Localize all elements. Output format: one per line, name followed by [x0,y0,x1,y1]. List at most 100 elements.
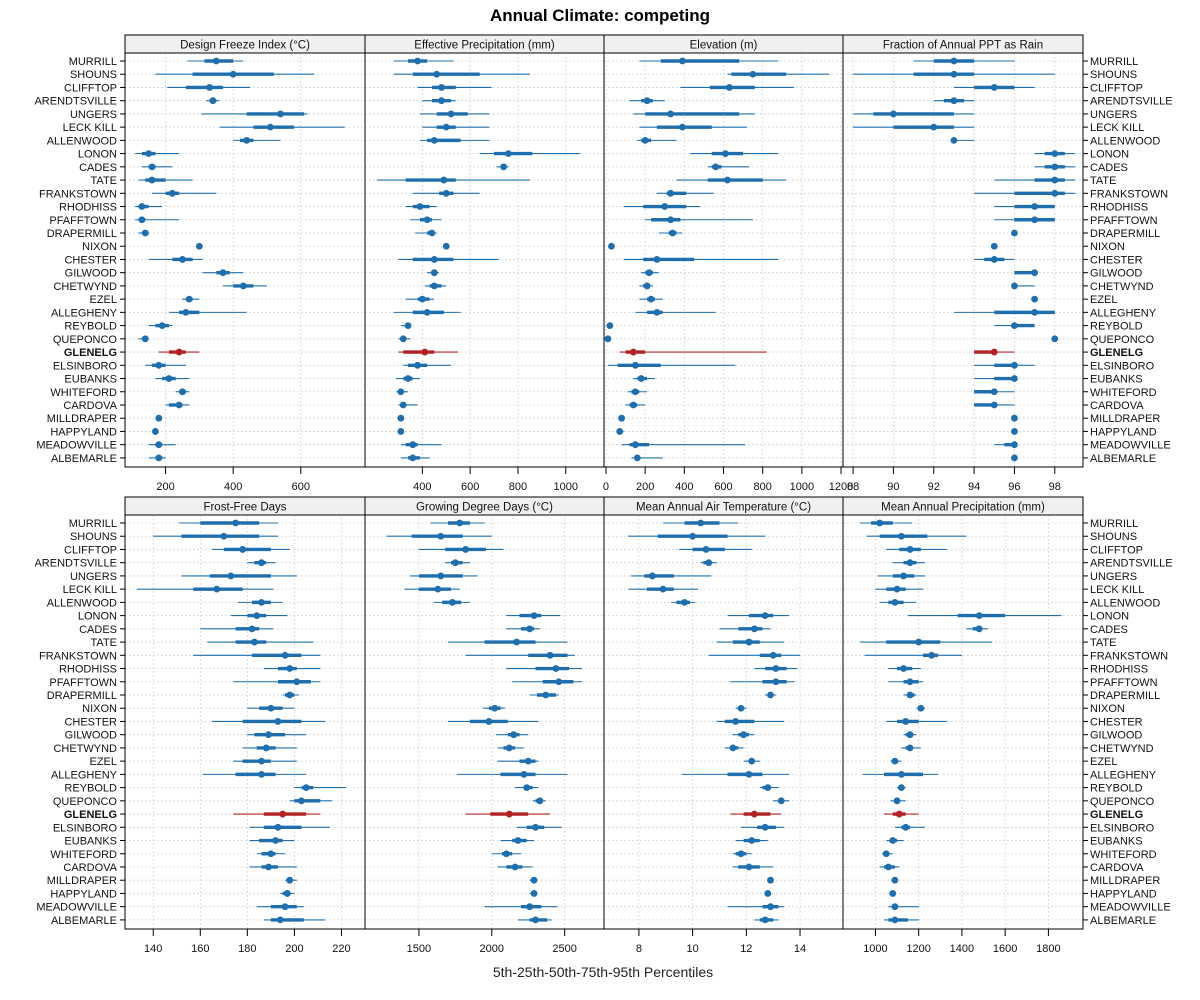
site-label-right: LONON [1090,149,1129,161]
median-point [772,678,780,686]
median-point [179,256,186,263]
median-point [1031,308,1038,316]
site-label-right: EZEL [1090,756,1118,768]
x-tick-label: 1800 [1036,943,1060,955]
median-point [511,863,519,871]
median-point [416,203,424,210]
median-point [990,388,998,396]
site-label-left: CARDOVA [63,862,117,874]
median-point [950,70,958,78]
site-label-right: CARDOVA [1090,862,1144,874]
median-point [404,322,412,329]
median-point [906,546,914,553]
median-point [1011,229,1018,237]
median-point [175,348,183,356]
median-point [769,651,777,659]
site-label-right: FRANKSTOWN [1090,188,1168,200]
site-label-right: REYBOLD [1090,783,1143,795]
chart-title: Annual Climate: competing [490,6,710,25]
median-point [155,361,163,369]
median-point [893,585,901,593]
median-point [1051,176,1059,184]
x-tick-label: 180 [238,943,256,955]
median-point [737,850,745,858]
median-point [451,559,459,567]
median-point [438,84,445,91]
median-point [764,890,772,897]
site-label-right: TATE [1090,175,1116,187]
median-point [526,903,534,911]
site-label-right: NIXON [1090,241,1125,253]
site-label-left: REYBOLD [64,321,117,333]
panel-3: Fraction of Annual PPT as Rain 88 90 92 94 96… [842,34,1084,493]
median-point [286,665,294,672]
median-point [667,216,675,224]
median-point [631,441,639,449]
site-label-right: SHOUNS [1090,69,1137,81]
median-point [542,691,550,699]
site-label-right: ARENDTSVILLE [1090,96,1173,108]
panel-2: Elevation (m) 0 200 400 600 800 1000 1200 [603,34,853,493]
site-label-right: CLIFFTOP [1090,544,1143,556]
site-label-left: ELSINBORO [53,822,118,834]
site-label-left: CARDOVA [63,400,117,412]
site-label-right: RHODHISS [1090,202,1148,214]
median-point [1031,269,1038,277]
site-label-right: ALLEGHENY [1090,769,1157,781]
median-point [661,203,669,210]
median-point [1051,150,1059,158]
median-point [145,150,153,158]
site-label-right: TATE [1090,637,1116,649]
median-point [532,823,539,831]
median-point [239,546,247,553]
median-point [253,612,261,620]
site-label-left: CHESTER [64,254,117,266]
site-label-left: CLIFFTOP [64,544,117,556]
median-point [643,282,651,290]
median-point [729,744,737,752]
median-point [653,256,661,263]
site-label-left: CADES [79,162,117,174]
median-point [283,890,291,897]
site-label-right: HAPPYLAND [1090,426,1157,438]
x-tick-label: 400 [675,481,693,493]
median-point [239,282,247,290]
median-point [653,308,661,316]
panel-title: Elevation (m) [690,40,758,52]
median-point [491,704,499,712]
median-point [689,532,697,540]
site-label-right: ALLEGHENY [1090,307,1157,319]
median-point [882,850,890,858]
median-point [168,189,176,197]
site-label-left: ALLEGHENY [51,769,118,781]
site-label-right: LONON [1090,611,1129,623]
site-label-left: GLENELG [64,347,117,359]
site-label-right: EUBANKS [1090,836,1143,848]
median-point [251,638,258,646]
median-point [732,718,739,725]
median-point [229,70,237,78]
site-label-left: PFAFFTOWN [49,215,117,227]
median-point [876,519,884,527]
median-point [438,97,445,105]
site-label-left: CHETWYND [53,743,117,755]
median-point [1051,189,1059,197]
median-point [485,718,493,725]
site-label-left: MURRILL [69,56,117,68]
site-label-left: TATE [91,175,117,187]
panel-border [842,52,1084,468]
median-point [276,916,284,924]
median-point [1051,163,1059,171]
median-point [449,598,456,606]
median-point [647,295,655,303]
median-point [530,612,538,620]
site-label-left: HAPPYLAND [50,888,117,900]
median-point [917,704,925,712]
median-point [286,876,294,884]
median-point [633,454,641,462]
site-label-right: MURRILL [1090,56,1138,68]
median-point [442,123,450,131]
site-label-right: ARENDTSVILLE [1090,558,1173,570]
median-point [1011,282,1018,290]
site-label-right: ELSINBORO [1090,822,1155,834]
